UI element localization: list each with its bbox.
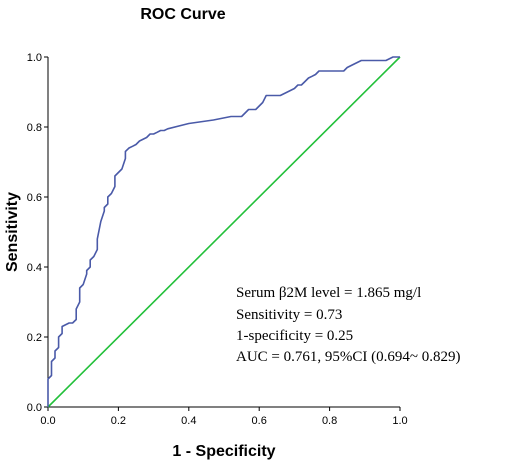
- annotation-line-4: AUC = 0.761, 95%CI (0.694~ 0.829): [236, 349, 460, 365]
- x-tick-label: 0.6: [252, 415, 267, 427]
- x-axis-label: 1 - Specificity: [172, 443, 275, 460]
- annotation-line-1: Serum β2M level = 1.865 mg/l: [236, 285, 421, 301]
- chart-title: ROC Curve: [140, 6, 225, 23]
- annotation-line-2: Sensitivity = 0.73: [236, 307, 342, 323]
- x-axis-ticks: 0.0 0.2 0.4 0.6 0.8 1.0: [40, 407, 408, 427]
- y-tick-label: 1.0: [27, 52, 42, 64]
- plot-area: 0.0 0.2 0.4 0.6 0.8 1.0 0.0 0.2 0.4 0.6 0.8 1.0: [27, 52, 408, 427]
- roc-curve-line: [47, 56, 400, 407]
- y-tick-label: 0.0: [27, 402, 42, 414]
- x-tick-label: 0.8: [322, 415, 337, 427]
- series-layer: [47, 56, 401, 408]
- x-tick-label: 0.4: [181, 415, 196, 427]
- annotation-box: Serum β2M level = 1.865 mg/l Sensitivity…: [236, 285, 460, 365]
- x-tick-label: 0.2: [111, 415, 126, 427]
- annotation-line-3: 1-specificity = 0.25: [236, 328, 353, 344]
- y-tick-label: 0.4: [27, 262, 42, 274]
- y-axis-label: Sensitivity: [4, 192, 21, 272]
- x-tick-label: 1.0: [392, 415, 407, 427]
- y-tick-label: 0.6: [27, 192, 42, 204]
- x-tick-label: 0.0: [40, 415, 55, 427]
- y-tick-label: 0.2: [27, 332, 42, 344]
- reference-diagonal-line: [47, 56, 401, 408]
- y-axis-ticks: 0.0 0.2 0.4 0.6 0.8 1.0: [27, 52, 48, 414]
- y-tick-label: 0.8: [27, 122, 42, 134]
